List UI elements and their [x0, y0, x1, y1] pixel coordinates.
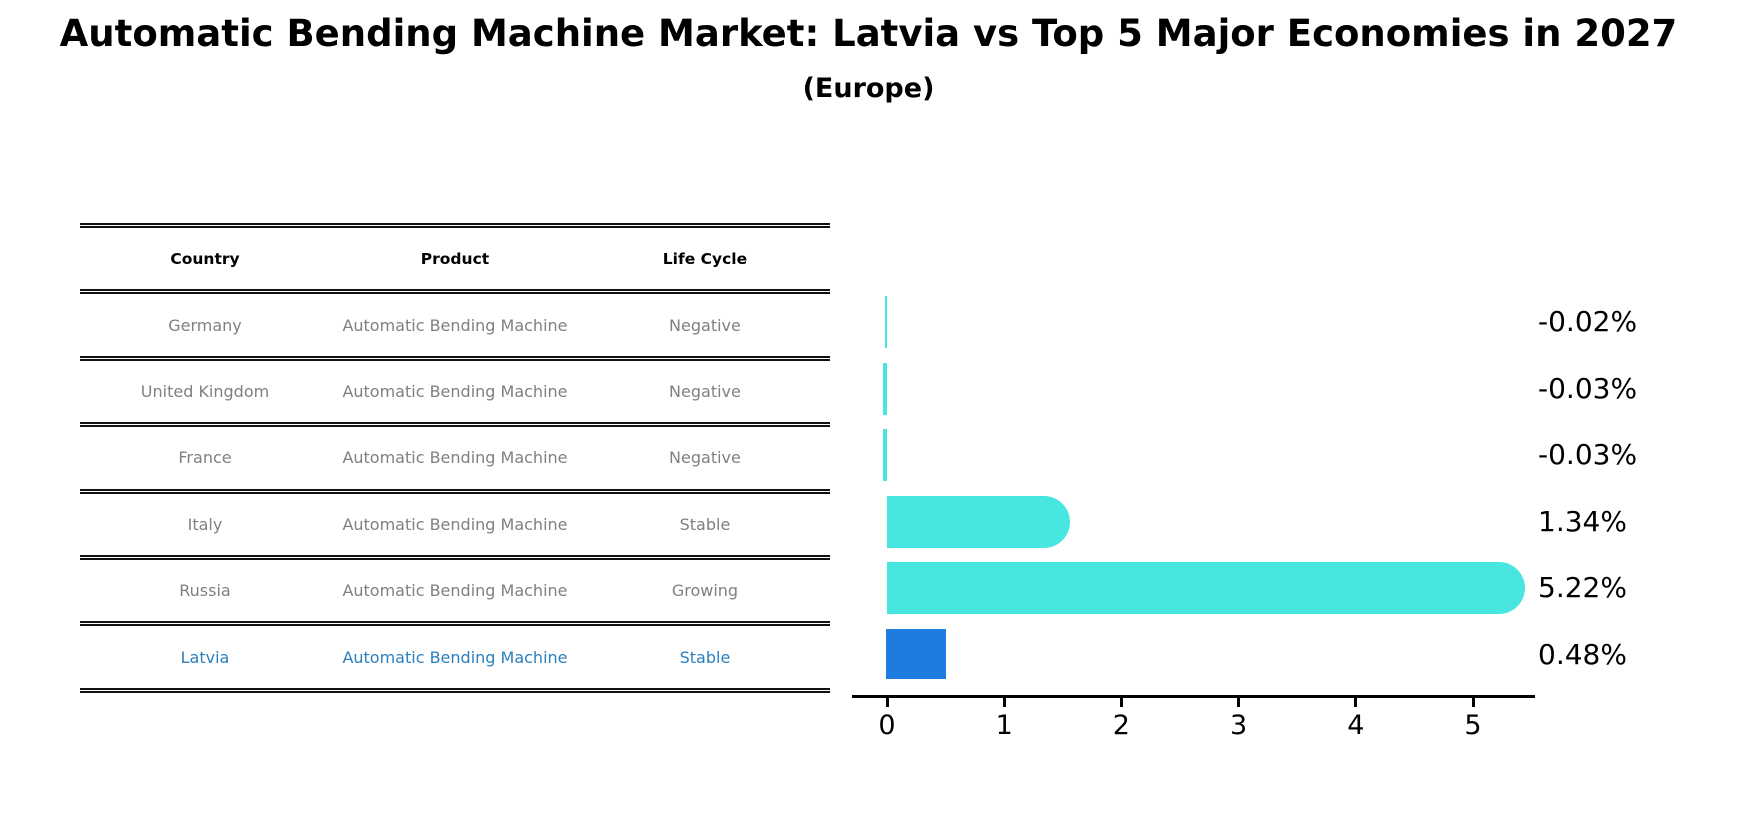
cell-product: Automatic Bending Machine	[342, 381, 568, 401]
bar-italy	[887, 495, 1071, 548]
value-label-france: -0.03%	[1538, 438, 1638, 471]
bar-russia	[887, 562, 1525, 614]
x-axis-ticklabel: 3	[1230, 710, 1248, 741]
cell-country: United Kingdom	[140, 381, 270, 401]
column-header-life-cycle: Life Cycle	[662, 249, 748, 268]
table-row: Russia Automatic Bending Machine Growing	[80, 554, 830, 621]
value-label-italy: 1.34%	[1538, 504, 1627, 538]
x-axis-ticklabel: 2	[1112, 710, 1130, 741]
table-row-latvia-highlighted: Latvia Automatic Bending Machine Stable	[80, 621, 830, 687]
cell-life-cycle: Growing	[671, 581, 739, 601]
x-axis-line	[852, 695, 1535, 698]
value-label-russia: 5.22%	[1538, 571, 1627, 604]
x-axis-tick	[1119, 698, 1123, 707]
x-axis-ticklabel: 5	[1464, 710, 1482, 741]
table-row: France Automatic Bending Machine Negativ…	[80, 422, 830, 488]
x-axis-ticklabel: 4	[1347, 710, 1365, 741]
column-header-country: Country	[170, 249, 240, 268]
x-axis-tick	[1354, 698, 1358, 707]
cell-life-cycle: Negative	[669, 315, 741, 335]
value-label-germany: -0.02%	[1538, 305, 1638, 338]
cell-life-cycle: Negative	[669, 381, 741, 401]
x-axis-ticklabel: 1	[995, 710, 1013, 741]
country-table: Country Product Life Cycle Germany Autom…	[80, 223, 830, 693]
x-axis-tick	[1002, 698, 1006, 707]
bar-united-kingdom	[883, 362, 887, 415]
table-row: Germany Automatic Bending Machine Negati…	[80, 289, 830, 355]
column-header-product: Product	[420, 249, 490, 268]
bar-germany	[884, 296, 887, 348]
bar-france	[883, 429, 887, 481]
chart-subtitle: (Europe)	[802, 73, 935, 104]
x-axis-tick	[885, 698, 889, 707]
cell-life-cycle: Stable	[679, 514, 731, 534]
cell-country: Latvia	[180, 647, 230, 667]
cell-life-cycle: Stable	[679, 647, 731, 667]
cell-country: France	[178, 448, 232, 468]
cell-country: Italy	[187, 514, 223, 534]
x-axis-tick	[1237, 698, 1241, 707]
table-header-row: Country Product Life Cycle	[80, 223, 830, 289]
table-row: United Kingdom Automatic Bending Machine…	[80, 355, 830, 422]
cell-product: Automatic Bending Machine	[342, 647, 568, 667]
cell-country: Germany	[168, 315, 242, 335]
cell-country: Russia	[179, 581, 231, 601]
x-axis-ticklabel: 0	[878, 710, 896, 741]
bar-latvia-highlighted	[886, 628, 947, 679]
table-row: Italy Automatic Bending Machine Stable	[80, 488, 830, 555]
cell-product: Automatic Bending Machine	[342, 581, 568, 601]
value-label-united-kingdom: -0.03%	[1538, 371, 1638, 405]
cell-product: Automatic Bending Machine	[342, 514, 568, 534]
cell-life-cycle: Negative	[669, 448, 741, 468]
chart-title: Automatic Bending Machine Market: Latvia…	[59, 12, 1678, 55]
x-axis-tick	[1471, 698, 1475, 707]
value-label-latvia: 0.48%	[1538, 637, 1627, 671]
cell-product: Automatic Bending Machine	[342, 315, 568, 335]
cell-product: Automatic Bending Machine	[342, 448, 568, 468]
